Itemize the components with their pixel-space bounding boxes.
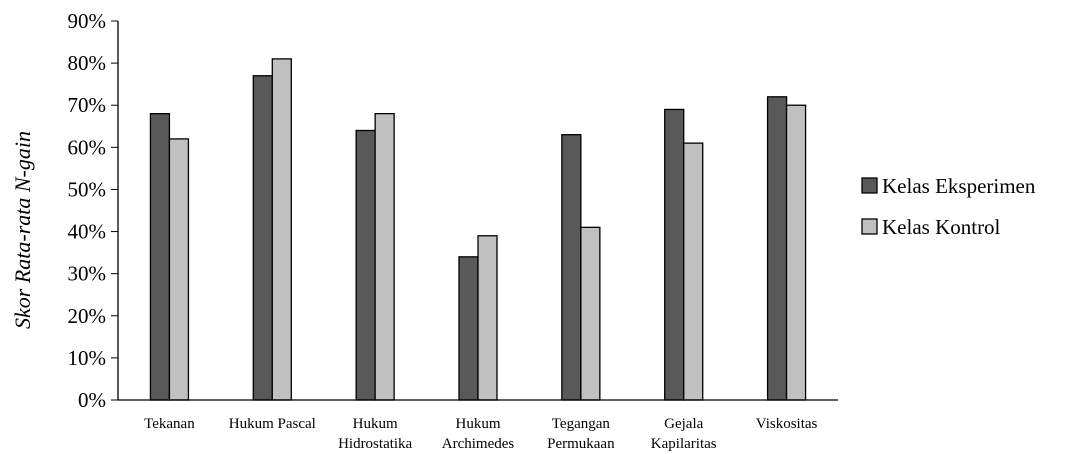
y-tick-label: 10%	[68, 346, 107, 370]
bar-eksperimen	[561, 134, 582, 401]
bar-kontrol	[785, 104, 807, 401]
legend-label: Kelas Eksperimen	[882, 174, 1036, 198]
x-tick-label: Archimedes	[442, 436, 515, 452]
x-tick-label: Hukum	[456, 416, 501, 432]
legend-swatch	[861, 218, 878, 235]
bars	[149, 58, 807, 401]
x-tick-label: Permukaan	[547, 436, 615, 452]
x-tick-label: Gejala	[664, 416, 703, 432]
x-tick-label: Hukum Pascal	[229, 416, 316, 432]
y-tick-label: 60%	[68, 135, 107, 159]
legend-swatch	[861, 177, 878, 194]
bar-kontrol	[683, 142, 704, 401]
x-tick-label: Viskositas	[756, 416, 818, 432]
bar-kontrol	[477, 235, 498, 401]
bar-eksperimen	[664, 108, 685, 401]
y-tick-label: 80%	[68, 51, 107, 75]
bar-eksperimen	[355, 129, 376, 401]
y-tick-label: 40%	[68, 220, 107, 244]
y-tick-label: 0%	[78, 388, 106, 412]
x-tick-label: Tekanan	[144, 416, 195, 432]
y-tick-label: 20%	[68, 304, 107, 328]
bar-kontrol	[580, 226, 601, 401]
bar-kontrol	[271, 58, 292, 401]
axes	[117, 21, 838, 401]
bar-eksperimen	[149, 112, 171, 401]
x-tick-label: Kapilaritas	[651, 436, 717, 452]
y-tick-label: 30%	[68, 262, 107, 286]
bar-kontrol	[168, 138, 190, 401]
x-tick-label: Hukum	[353, 416, 398, 432]
y-tick-label: 50%	[68, 177, 107, 201]
legend-label: Kelas Kontrol	[882, 215, 1001, 239]
y-axis-label: Skor Rata-rata N-gain	[10, 131, 35, 329]
bar-eksperimen	[766, 96, 788, 401]
legend: Kelas Eksperimen Kelas Kontrol	[861, 174, 1036, 239]
x-tick-label: Hidrostatika	[338, 436, 412, 452]
bar-eksperimen	[252, 75, 273, 401]
y-tick-label: 90%	[68, 9, 107, 33]
y-axis-ticks: 0% 10% 20% 30% 40% 50% 60% 70% 80% 90%	[68, 9, 118, 412]
x-axis-ticks: Tekanan Hukum Pascal Hukum Hidrostatika Huku…	[144, 416, 817, 452]
x-tick-label: Tegangan	[552, 416, 611, 432]
bar-eksperimen	[458, 256, 479, 401]
bar-kontrol	[374, 112, 395, 401]
y-tick-label: 70%	[68, 93, 107, 117]
